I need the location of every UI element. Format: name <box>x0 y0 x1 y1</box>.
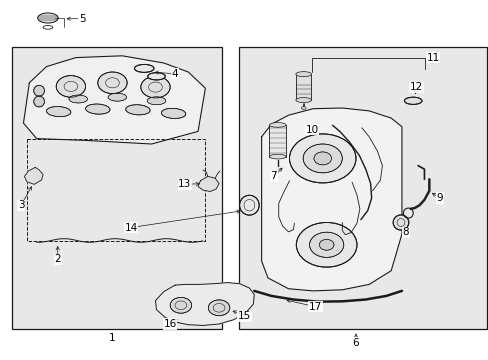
Bar <box>238 47 486 329</box>
Polygon shape <box>155 283 254 325</box>
Text: 5: 5 <box>79 14 85 24</box>
Text: 7: 7 <box>270 171 277 181</box>
Circle shape <box>309 232 343 257</box>
Text: 15: 15 <box>237 311 251 321</box>
Circle shape <box>296 222 356 267</box>
Text: 17: 17 <box>308 302 322 312</box>
Circle shape <box>303 144 342 173</box>
Circle shape <box>98 72 127 94</box>
Text: 12: 12 <box>409 82 423 92</box>
Text: 14: 14 <box>124 222 138 233</box>
Circle shape <box>141 76 170 98</box>
Text: 3: 3 <box>18 200 24 210</box>
Text: 6: 6 <box>352 338 359 348</box>
Circle shape <box>208 300 229 316</box>
Ellipse shape <box>85 104 110 114</box>
Ellipse shape <box>69 95 87 103</box>
Polygon shape <box>24 167 43 184</box>
Ellipse shape <box>295 72 311 77</box>
Text: 2: 2 <box>54 254 61 264</box>
Text: 4: 4 <box>171 69 178 79</box>
Ellipse shape <box>269 154 285 159</box>
Ellipse shape <box>269 122 285 127</box>
Text: 8: 8 <box>402 227 408 237</box>
Text: 9: 9 <box>436 193 443 203</box>
Circle shape <box>170 297 191 313</box>
Text: 11: 11 <box>426 53 439 63</box>
Ellipse shape <box>38 13 58 23</box>
Ellipse shape <box>404 97 421 104</box>
Polygon shape <box>198 176 219 192</box>
Circle shape <box>56 76 85 97</box>
Ellipse shape <box>134 64 154 72</box>
Text: 13: 13 <box>178 179 191 189</box>
Ellipse shape <box>125 105 150 115</box>
Text: 1: 1 <box>109 333 116 343</box>
Ellipse shape <box>34 85 44 96</box>
Ellipse shape <box>301 107 305 109</box>
Polygon shape <box>23 56 205 144</box>
Text: 16: 16 <box>163 319 177 329</box>
Ellipse shape <box>108 93 126 101</box>
Bar <box>12 47 222 329</box>
Polygon shape <box>261 108 401 291</box>
Circle shape <box>289 134 355 183</box>
Ellipse shape <box>46 107 71 117</box>
Circle shape <box>319 239 333 250</box>
Ellipse shape <box>392 215 408 230</box>
Text: 10: 10 <box>305 125 318 135</box>
Ellipse shape <box>295 98 311 103</box>
Ellipse shape <box>147 73 165 80</box>
Ellipse shape <box>147 97 165 105</box>
Ellipse shape <box>239 195 259 215</box>
Bar <box>295 74 311 100</box>
Ellipse shape <box>161 108 185 118</box>
Ellipse shape <box>34 96 44 107</box>
Circle shape <box>313 152 331 165</box>
Bar <box>269 125 285 157</box>
